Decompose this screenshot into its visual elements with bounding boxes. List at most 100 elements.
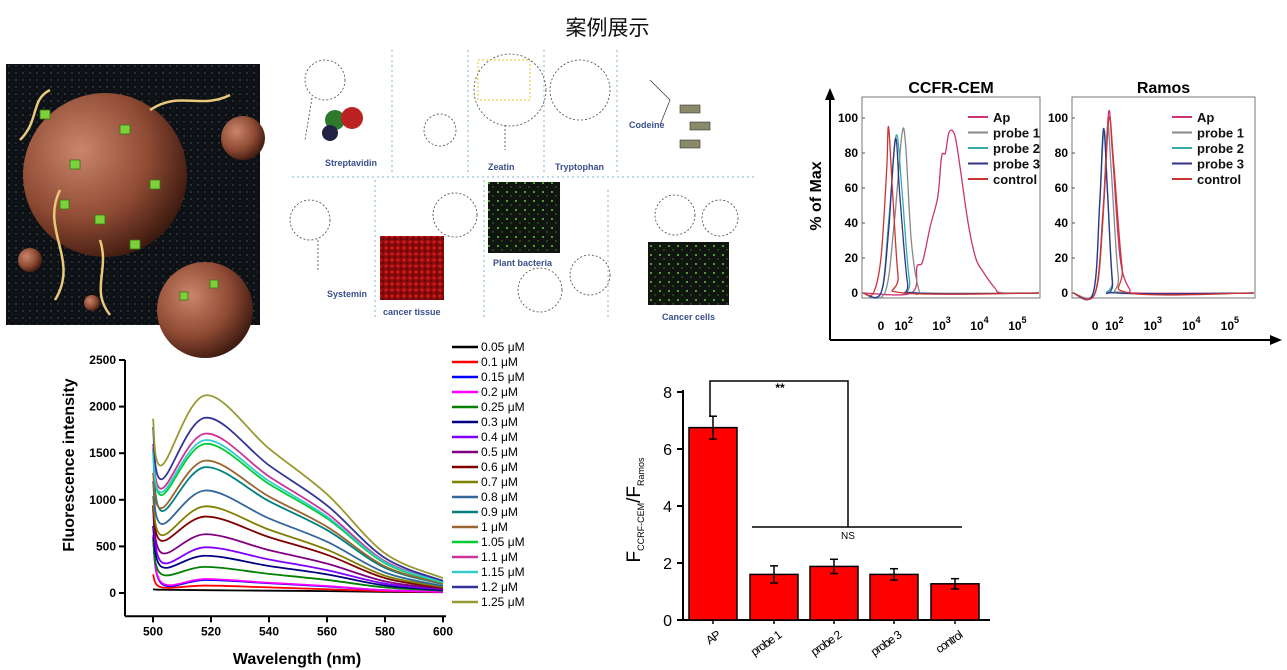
flow-panel-title: CCFR-CEM <box>908 80 993 97</box>
x-tick-label: 580 <box>375 624 395 638</box>
x-tick-base: 0 <box>1092 319 1099 333</box>
x-tick-label: 600 <box>433 624 453 638</box>
x-tick-label: 540 <box>259 624 279 638</box>
y-tick-label: 100 <box>838 111 858 125</box>
x-tick-label: 560 <box>317 624 337 638</box>
label-codeine: Codeine <box>629 120 665 130</box>
label-streptavidin: Streptavidin <box>325 158 377 168</box>
x-tick-base: 10 <box>1144 319 1158 333</box>
legend-label: 1 μM <box>481 520 508 534</box>
y-tick-label: 20 <box>1055 251 1069 265</box>
legend-label: 0.4 μM <box>481 430 518 444</box>
x-tick-label: 0 <box>878 319 885 333</box>
y-tick-label: 4 <box>663 499 672 516</box>
significance-label: ** <box>775 381 785 395</box>
x-tick-exponent: 2 <box>1119 315 1124 325</box>
bar <box>688 426 738 621</box>
y-tick-label: 40 <box>1055 216 1069 230</box>
legend-label: 1.2 μM <box>481 580 518 594</box>
legend-label: probe 3 <box>1197 157 1244 172</box>
y-tick-label: 500 <box>96 539 116 553</box>
legend-label: 1.15 μM <box>481 565 525 579</box>
fluor-x-label: Wavelength (nm) <box>233 651 361 668</box>
y-tick-label: 0 <box>109 586 116 600</box>
x-tick-label: 102 <box>1105 315 1123 333</box>
bar <box>869 573 919 621</box>
x-tick-exponent: 5 <box>1022 315 1027 325</box>
x-tick-base: 10 <box>1221 319 1235 333</box>
label-cancer-tissue: cancer tissue <box>383 307 441 317</box>
y-tick-label: 1500 <box>89 446 116 460</box>
legend-label: 0.2 μM <box>481 385 518 399</box>
spectrum-line <box>152 573 444 593</box>
flow-y-label: % of Max <box>808 161 825 230</box>
x-tick-base: 10 <box>1105 319 1119 333</box>
y-tick-label: 0 <box>663 613 672 630</box>
spectrum-line <box>152 538 444 592</box>
x-tick-label: control <box>933 628 965 656</box>
legend-label: 0.9 μM <box>481 505 518 519</box>
legend-label: probe 1 <box>1197 126 1244 141</box>
label-cancer-cells: Cancer cells <box>662 312 715 322</box>
bar-y-label: FCCRF-CEM/FRamos <box>624 457 646 563</box>
spectrum-line <box>152 480 444 587</box>
y-tick-label: 60 <box>845 181 859 195</box>
x-tick-base: 10 <box>895 319 909 333</box>
legend-label: 0.5 μM <box>481 445 518 459</box>
spectrum-line <box>152 451 444 586</box>
spectrum-line <box>152 439 444 584</box>
legend-label: 0.05 μM <box>481 340 525 354</box>
x-tick-label: 102 <box>895 315 913 333</box>
aptamer-collage: Streptavidin Zeatin Tryptophan Codeine S… <box>289 48 757 323</box>
y-tick-label: 8 <box>663 385 672 402</box>
y-tick-label: 80 <box>845 146 859 160</box>
x-tick-exponent: 2 <box>908 315 913 325</box>
y-tick-label: 6 <box>663 442 672 459</box>
x-tick-exponent: 4 <box>1196 315 1201 325</box>
x-tick-label: 520 <box>201 624 221 638</box>
legend-label: 0.3 μM <box>481 415 518 429</box>
legend-label: Ap <box>993 110 1010 125</box>
histogram-line <box>862 129 1040 296</box>
x-tick-base: 10 <box>1182 319 1196 333</box>
spectrum-line <box>152 535 444 593</box>
x-tick-label: 105 <box>1008 315 1026 333</box>
y-tick-label: 2500 <box>89 353 116 367</box>
spectrum-line <box>152 432 444 583</box>
x-arrow-icon <box>1270 335 1282 345</box>
spectrum-line <box>152 506 444 590</box>
legend-label: probe 3 <box>993 157 1040 172</box>
nanoparticle-illustration <box>6 64 265 358</box>
legend-label: 0.6 μM <box>481 460 518 474</box>
y-tick-label: 1000 <box>89 493 116 507</box>
x-tick-label: 0 <box>1092 319 1099 333</box>
x-tick-base: 0 <box>878 319 885 333</box>
x-tick-label: 104 <box>1182 315 1200 333</box>
ratio-bar-chart: FCCRF-CEM/FRamos 0 2 4 6 8 AP probe 1 probe 2 pr… <box>624 380 990 659</box>
fluorescence-chart: Fluorescence intensity Wavelength (nm) 0… <box>61 340 525 668</box>
x-tick-label: 105 <box>1221 315 1239 333</box>
x-tick-base: 10 <box>970 319 984 333</box>
spectrum-line <box>152 525 444 592</box>
significance-bracket <box>709 380 849 527</box>
spectrum-line <box>152 416 444 582</box>
spectrum-line <box>152 508 444 591</box>
legend-label: probe 2 <box>993 141 1040 156</box>
histogram-line <box>862 126 1040 297</box>
x-tick-label: 103 <box>1144 315 1162 333</box>
legend-label: probe 2 <box>1197 141 1244 156</box>
legend-label: 1.1 μM <box>481 550 518 564</box>
x-tick-exponent: 3 <box>946 315 951 325</box>
legend-label: 0.1 μM <box>481 355 518 369</box>
y-tick-label: 2 <box>663 556 672 573</box>
spectrum-line <box>152 505 444 589</box>
legend-label: control <box>1197 172 1241 187</box>
fluor-y-label: Fluorescence intensity <box>61 378 78 551</box>
spectrum-line <box>152 459 444 585</box>
x-tick-label: probe 3 <box>868 627 905 659</box>
legend-label: 1.25 μM <box>481 595 525 609</box>
legend-label: control <box>993 172 1037 187</box>
histogram-line <box>862 138 1040 299</box>
legend-label: 0.15 μM <box>481 370 525 384</box>
